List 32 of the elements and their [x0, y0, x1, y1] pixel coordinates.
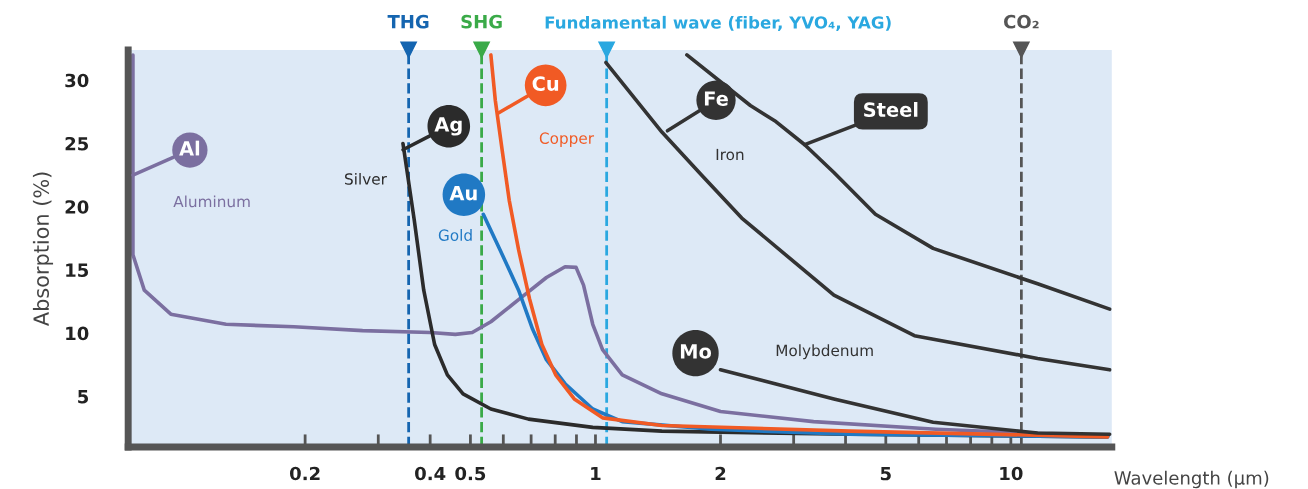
annotation: Al: [179, 140, 200, 156]
x-tick-label: 10: [1000, 466, 1023, 481]
text: Aluminum: [173, 195, 250, 208]
series-label: Silver: [345, 172, 387, 185]
ref-line-label: Fundamental wave (fiber, YVO₄, YAG): [545, 15, 891, 31]
y-tick-label: 25: [65, 136, 89, 151]
x-tick-label: 2: [715, 466, 726, 481]
text: Steel: [864, 101, 918, 118]
series-label: Molybdenum: [776, 344, 873, 360]
ref-line-label: THG: [387, 14, 429, 29]
series-label: Gold: [438, 229, 472, 241]
annotation: Fe: [704, 91, 728, 106]
annotation: Cu: [532, 76, 559, 91]
annotation: Mo: [680, 344, 712, 359]
x-tick-label: 0.4: [415, 466, 446, 481]
ref-line-label: CO₂: [1004, 14, 1039, 29]
y-axis-title: Absorption (%): [32, 172, 54, 326]
annotation: Ag: [434, 117, 462, 136]
x-tick-label: 1: [591, 466, 601, 481]
y-tick-label: 5: [78, 390, 89, 404]
ref-line-label: SHG: [461, 14, 502, 29]
x-tick-label: 0.2: [290, 466, 320, 481]
y-tick-label: 15: [66, 263, 89, 278]
x-tick-label: 5: [880, 466, 891, 481]
x-tick-label: 0.5: [455, 466, 486, 481]
series-label: Iron: [716, 148, 744, 161]
y-tick-label: 10: [66, 326, 89, 341]
x-axis-title: Wavelength (μm): [1114, 470, 1269, 489]
annotation: Au: [449, 186, 477, 201]
y-tick-label: 30: [65, 73, 89, 88]
text: Copper: [539, 132, 595, 147]
y-tick-label: 20: [65, 200, 89, 214]
